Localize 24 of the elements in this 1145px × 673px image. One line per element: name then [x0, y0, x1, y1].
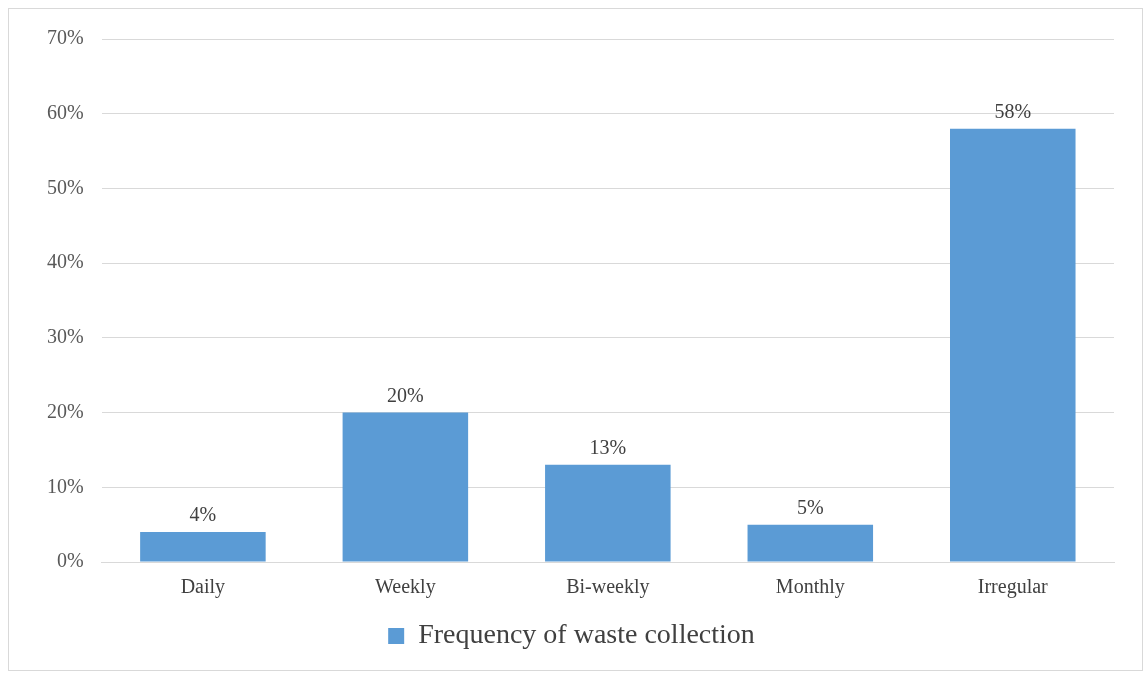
- data-label: 4%: [189, 503, 217, 526]
- y-tick-label: 50%: [46, 175, 84, 198]
- data-label: 20%: [387, 383, 424, 406]
- y-tick-label: 20%: [46, 399, 84, 422]
- y-tick-label: 70%: [46, 26, 84, 49]
- legend-label: Frequency of waste collection: [418, 618, 755, 650]
- y-tick-label: 0%: [56, 549, 84, 572]
- bar: [342, 412, 469, 562]
- x-tick-label: Daily: [180, 575, 226, 599]
- bar: [545, 464, 671, 562]
- y-tick-label: 60%: [46, 100, 84, 123]
- y-tick-label: 10%: [46, 474, 84, 497]
- y-tick-label: 40%: [46, 250, 84, 273]
- data-label: 5%: [796, 495, 824, 518]
- y-tick-label: 30%: [46, 325, 84, 348]
- x-tick-label: Monthly: [775, 575, 845, 599]
- x-tick-label: Irregular: [977, 575, 1049, 599]
- data-label: 58%: [994, 99, 1032, 122]
- data-label: 13%: [589, 436, 627, 459]
- bar: [950, 128, 1076, 562]
- bar: [140, 532, 266, 562]
- x-tick-label: Bi-weekly: [566, 575, 650, 599]
- x-tick-label: Weekly: [375, 575, 436, 599]
- bar: [747, 524, 874, 562]
